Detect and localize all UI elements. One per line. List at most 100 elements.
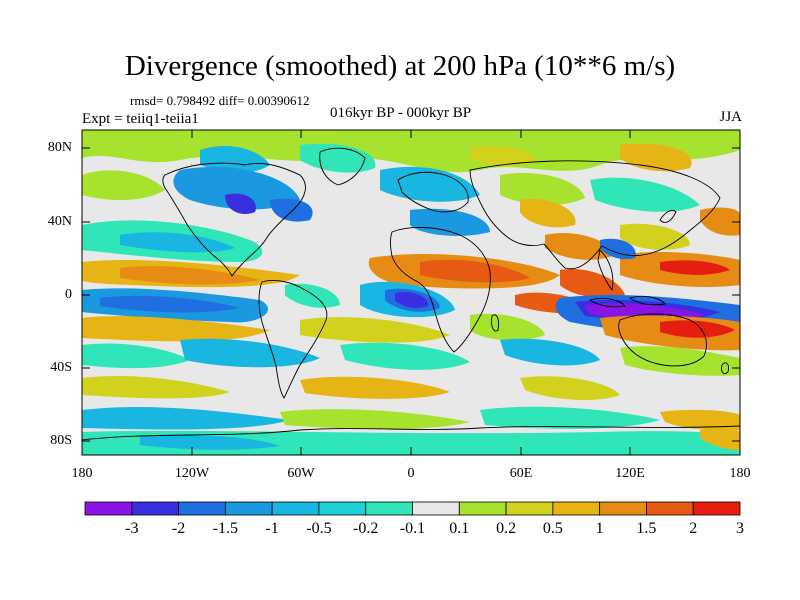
field-region	[82, 170, 165, 200]
field-region	[420, 259, 530, 283]
field-region	[660, 409, 740, 431]
field-region	[470, 145, 536, 167]
field-region	[700, 207, 740, 236]
greenland-coast	[319, 147, 366, 186]
field-region	[120, 266, 260, 285]
field-region	[173, 166, 300, 210]
coastlines	[82, 147, 740, 441]
colorbar-label: 2	[689, 520, 698, 537]
colorbar-label: -0.5	[306, 520, 332, 537]
madagascar-coast	[491, 314, 499, 332]
colorbar-swatch	[131, 501, 179, 516]
field-region	[470, 313, 545, 341]
lat-label-0: 0	[65, 287, 72, 302]
field-region	[100, 295, 240, 313]
field-region	[200, 145, 270, 173]
lat-label-40n: 40N	[47, 214, 72, 229]
field-region	[280, 409, 470, 430]
colorbar-label: 0.5	[542, 520, 563, 537]
map-title: Divergence (smoothed) at 200 hPa (10**6 …	[124, 50, 676, 82]
antarctica-coast	[82, 425, 740, 441]
field-region	[270, 198, 313, 222]
field-region	[500, 338, 600, 366]
colorbar-label: -1.5	[212, 520, 238, 537]
colorbar-swatch	[599, 501, 647, 516]
lon-label-60w: 60W	[287, 466, 315, 481]
colorbar-swatch	[458, 501, 507, 516]
field-region	[82, 316, 270, 342]
field-region	[545, 232, 615, 260]
colorbar-swatch	[646, 501, 694, 516]
colorbar-swatch	[84, 501, 133, 516]
south-america-coast	[258, 279, 328, 399]
africa-coast	[390, 227, 491, 353]
field-region	[600, 238, 636, 260]
colorbar-label: -0.1	[399, 520, 426, 537]
colorbar-swatch	[271, 501, 320, 516]
field-region	[285, 283, 340, 308]
field-region	[140, 434, 280, 450]
field-region	[82, 130, 740, 173]
field-region	[560, 269, 625, 298]
colorbar-label: -3	[125, 520, 139, 537]
field-region	[620, 346, 740, 376]
field-region	[410, 208, 490, 236]
indonesia-coast	[588, 295, 666, 308]
period-label: 016kyr BP - 000kyr BP	[330, 105, 472, 121]
field-region	[180, 338, 320, 368]
field-region	[660, 260, 730, 275]
lon-label-180e: 180	[729, 466, 751, 481]
australia-coast	[618, 313, 707, 367]
europe-coast	[397, 171, 469, 213]
colorbar-swatch	[412, 501, 460, 516]
lon-label-120e: 120E	[615, 466, 645, 481]
lat-label-80n: 80N	[47, 140, 72, 155]
lat-ticks	[82, 147, 740, 442]
colorbar-label: -1	[265, 520, 279, 537]
field-region	[660, 320, 735, 338]
field-region	[590, 177, 700, 212]
colorbar-swatch	[224, 501, 273, 516]
colorbar-swatch	[692, 501, 741, 516]
field-region	[480, 406, 660, 429]
lat-label-40s: 40S	[50, 360, 72, 375]
colorbar-label: 1.5	[636, 520, 657, 537]
experiment-label: Expt = teiiq1-teiia1	[82, 111, 199, 127]
field-region	[82, 343, 190, 369]
field-region	[300, 143, 376, 173]
colorbar-label: 3	[736, 520, 744, 537]
season-label: JJA	[719, 109, 742, 125]
lon-label-0: 0	[407, 466, 415, 481]
field-region	[500, 172, 585, 206]
field-region	[700, 429, 740, 450]
lon-label-120w: 120W	[174, 466, 210, 481]
colorbar-swatch	[552, 501, 601, 516]
colorbar-label: -2	[171, 520, 186, 537]
japan-coast	[659, 209, 677, 223]
field-region	[340, 342, 470, 370]
field-region	[82, 407, 290, 430]
colorbar	[84, 501, 741, 516]
colorbar-swatch	[365, 501, 413, 516]
field-region	[300, 317, 450, 343]
stats-text: rmsd= 0.798492 diff= 0.00390612	[130, 93, 310, 108]
field-region	[395, 291, 429, 309]
asia-coast	[469, 160, 721, 270]
lon-label-60e: 60E	[509, 466, 533, 481]
north-america-coast	[162, 162, 306, 277]
colorbar-swatch	[178, 501, 226, 516]
colorbar-swatch	[505, 501, 554, 516]
field-layer	[82, 130, 740, 455]
lon-ticks	[81, 130, 741, 455]
colorbar-label: 0.1	[449, 520, 470, 537]
lat-label-80s: 80S	[50, 433, 72, 448]
lon-label-180w: 180	[71, 466, 93, 481]
field-region	[520, 199, 576, 228]
new-zealand-coast	[721, 362, 729, 375]
field-region	[300, 376, 450, 399]
colorbar-label: 1	[595, 520, 604, 537]
field-region	[82, 375, 230, 399]
colorbar-label: -0.2	[353, 520, 379, 537]
colorbar-label: 0.2	[496, 520, 517, 537]
